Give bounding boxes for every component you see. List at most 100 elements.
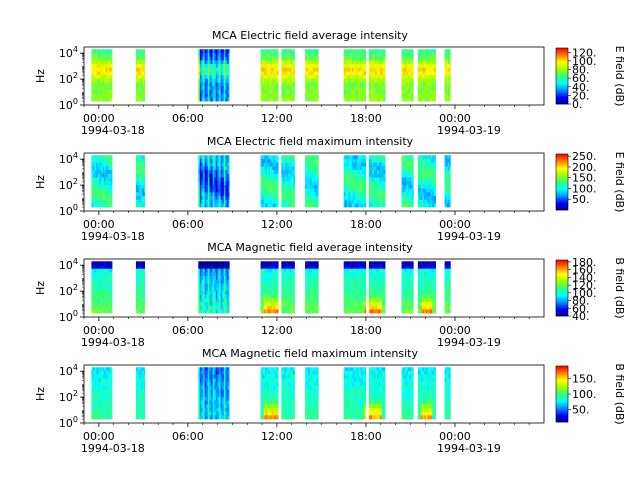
spectrogram-cell [223,52,226,57]
spectrogram-cell [199,181,202,186]
spectrogram-cell [305,302,307,306]
spectrogram-cell [446,196,448,200]
spectrogram-cell [378,67,381,72]
spectrogram-cell [215,279,218,284]
spectrogram-cell [308,188,311,193]
spectrogram-cell [281,93,284,98]
colorbar-tick-label: 80. [572,64,590,77]
spectrogram-cell [104,294,107,299]
spectrogram-cell [214,287,217,292]
spectrogram-cell [203,75,205,80]
spectrogram-cell [281,264,284,269]
spectrogram-cell [449,173,451,178]
spectrogram-cell [432,56,435,61]
x-tick-label: 18:00 [350,112,382,125]
colorbar-segment [556,52,568,54]
spectrogram-cell [266,276,269,281]
spectrogram-cell [359,302,362,306]
spectrogram-cell [282,287,285,292]
spectrogram-cell [407,261,410,266]
spectrogram-cell [287,49,290,54]
spectrogram-cell [270,264,272,269]
spectrogram-cell [284,173,287,178]
spectrogram-cell [97,276,100,281]
spectrogram-cell [139,177,141,182]
spectrogram-cell [411,52,413,57]
spectrogram-cell [204,268,207,273]
spectrogram-cell [376,60,379,65]
spectrogram-cell [381,52,384,57]
spectrogram-cell [362,52,365,57]
spectrogram-cell [271,309,274,314]
spectrogram-cell [99,82,102,87]
spectrogram-cell [409,264,412,269]
spectrogram-cell [284,188,287,193]
spectrogram-cell [351,309,354,314]
spectrogram-cell [432,86,435,91]
spectrogram-cell [380,49,382,54]
spectrogram-cell [449,93,451,98]
spectrogram-cell [354,93,357,98]
spectrogram-cell [419,199,422,204]
spectrogram-cell [289,75,292,80]
spectrogram-cell [294,283,295,288]
spectrogram-cell [99,155,102,160]
spectrogram-cell [217,158,220,163]
spectrogram-cell [99,49,102,54]
spectrogram-cell [265,86,268,91]
spectrogram-cell [432,75,435,80]
spectrogram-cell [308,264,311,269]
spectrogram-cell [265,82,268,87]
spectrogram-cell [412,166,414,171]
spectrogram-cell [99,158,102,163]
spectrogram-cell [354,302,357,306]
spectrogram-cell [140,56,143,61]
spectrogram-cell [429,181,431,186]
spectrogram-cell [270,268,272,273]
colorbar-segment [556,59,568,61]
spectrogram-cell [364,177,367,182]
spectrogram-cell [368,166,371,171]
spectrogram-cell [375,75,378,80]
spectrogram-cell [284,305,287,310]
spectrogram-cell [139,272,141,277]
spectrogram-cell [140,155,143,160]
spectrogram-cell [345,173,348,178]
spectrogram-cell [287,82,290,87]
spectrogram-cell [292,86,295,91]
spectrogram-cell [292,67,295,72]
spectrogram-cell [140,181,143,186]
spectrogram-cell [289,272,292,277]
spectrogram-cell [207,93,210,98]
spectrogram-cell [105,71,108,76]
spectrogram-cell [214,276,217,281]
spectrogram-cell [406,192,409,197]
spectrogram-cell [430,75,433,80]
spectrogram-cell [204,272,207,277]
spectrogram-cell [419,86,422,91]
spectrogram-cell [140,192,143,197]
spectrogram-cell [373,82,376,87]
spectrogram-cell [348,279,351,284]
spectrogram-cell [217,90,220,94]
spectrogram-cell [364,309,367,314]
spectrogram-cell [368,276,371,281]
spectrogram-cell [142,294,145,299]
spectrogram-cell [380,305,382,310]
spectrogram-cell [383,49,386,54]
spectrogram-cell [404,52,407,57]
spectrogram-cell [306,298,309,303]
spectrogram-cell [432,67,435,72]
spectrogram-cell [422,196,425,200]
spectrogram-cell [110,173,113,178]
spectrogram-cell [107,268,110,273]
spectrogram-cell [214,305,217,310]
spectrogram-cell [198,177,201,182]
x-tick-label: 06:00 [172,112,204,125]
spectrogram-cell [286,170,288,175]
spectrogram-cell [91,78,94,83]
spectrogram-cell [316,60,319,65]
spectrogram-cell [211,56,213,61]
spectrogram-cell [430,177,433,182]
spectrogram-cell [110,264,113,269]
